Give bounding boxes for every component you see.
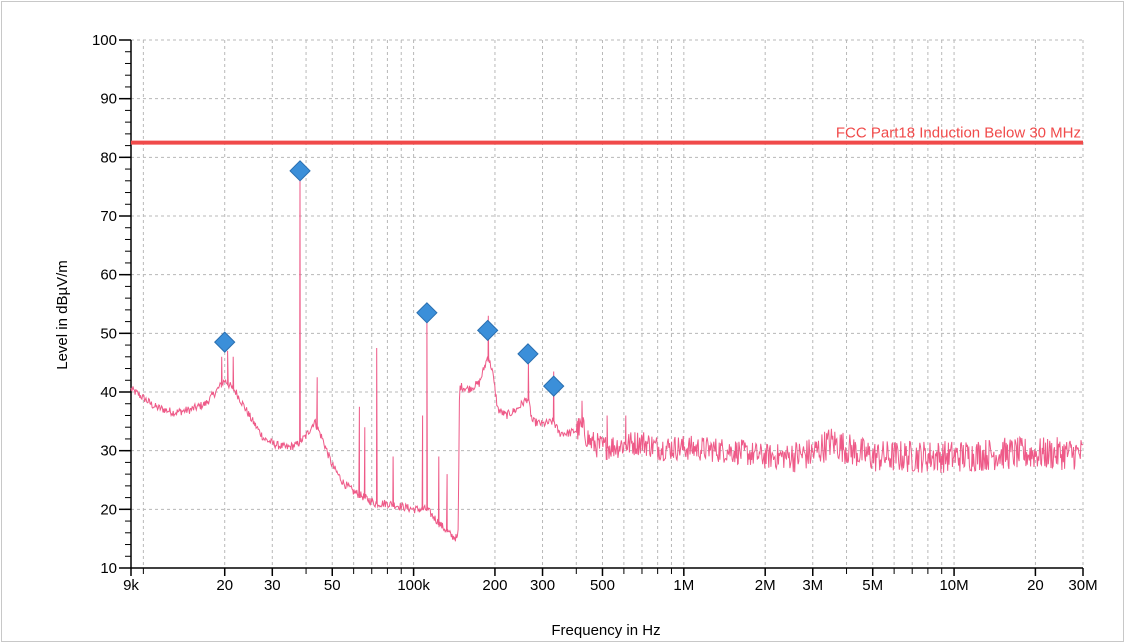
peak-marker — [476, 319, 499, 342]
markers-group — [214, 160, 565, 397]
y-tick-label: 20 — [100, 501, 117, 518]
trace-line — [130, 171, 1084, 542]
x-tick-label: 20 — [216, 577, 233, 594]
peak-marker — [214, 331, 236, 353]
y-tick-label: 70 — [100, 208, 117, 225]
y-tick-label: 50 — [100, 325, 117, 342]
x-tick-label: 2M — [755, 577, 776, 594]
x-tick-label: 20 — [1027, 577, 1044, 594]
trace-group — [130, 171, 1084, 542]
x-tick-label: 300 — [530, 577, 555, 594]
x-tick-label: 5M — [862, 577, 883, 594]
x-tick-label: 30M — [1068, 577, 1097, 594]
peak-marker — [289, 160, 311, 182]
y-tick-label: 60 — [100, 267, 117, 284]
axes — [119, 39, 1084, 576]
x-tick-label: 3M — [802, 577, 823, 594]
x-axis-title: Frequency in Hz — [551, 622, 660, 639]
y-tick-label: 30 — [100, 443, 117, 460]
x-tick-label: 10M — [939, 577, 968, 594]
x-tick-label: 200 — [482, 577, 507, 594]
tick-labels: 10 20 30 40 50 60 70 80 90 100 9k 20 30 50 100k 200 300 5… — [92, 32, 1098, 594]
peak-marker — [517, 343, 539, 365]
grid — [130, 39, 1084, 569]
x-tick-label: 100k — [397, 577, 430, 594]
y-tick-label: 40 — [100, 384, 117, 401]
limit-line-label: FCC Part18 Induction Below 30 MHz — [836, 125, 1081, 142]
x-tick-label: 30 — [264, 577, 281, 594]
x-tick-label: 50 — [324, 577, 341, 594]
limit-group: FCC Part18 Induction Below 30 MHz — [131, 125, 1083, 145]
y-axis-title: Level in dBµV/m — [54, 260, 71, 370]
peak-marker — [416, 302, 438, 324]
y-tick-label: 80 — [100, 149, 117, 166]
y-tick-label: 90 — [100, 91, 117, 108]
y-tick-label: 10 — [100, 560, 117, 577]
peak-marker — [543, 375, 565, 397]
x-tick-label: 1M — [673, 577, 694, 594]
x-tick-label: 500 — [590, 577, 615, 594]
x-tick-label: 9k — [123, 577, 139, 594]
plot-area — [131, 40, 1083, 568]
y-tick-label: 100 — [92, 32, 117, 49]
